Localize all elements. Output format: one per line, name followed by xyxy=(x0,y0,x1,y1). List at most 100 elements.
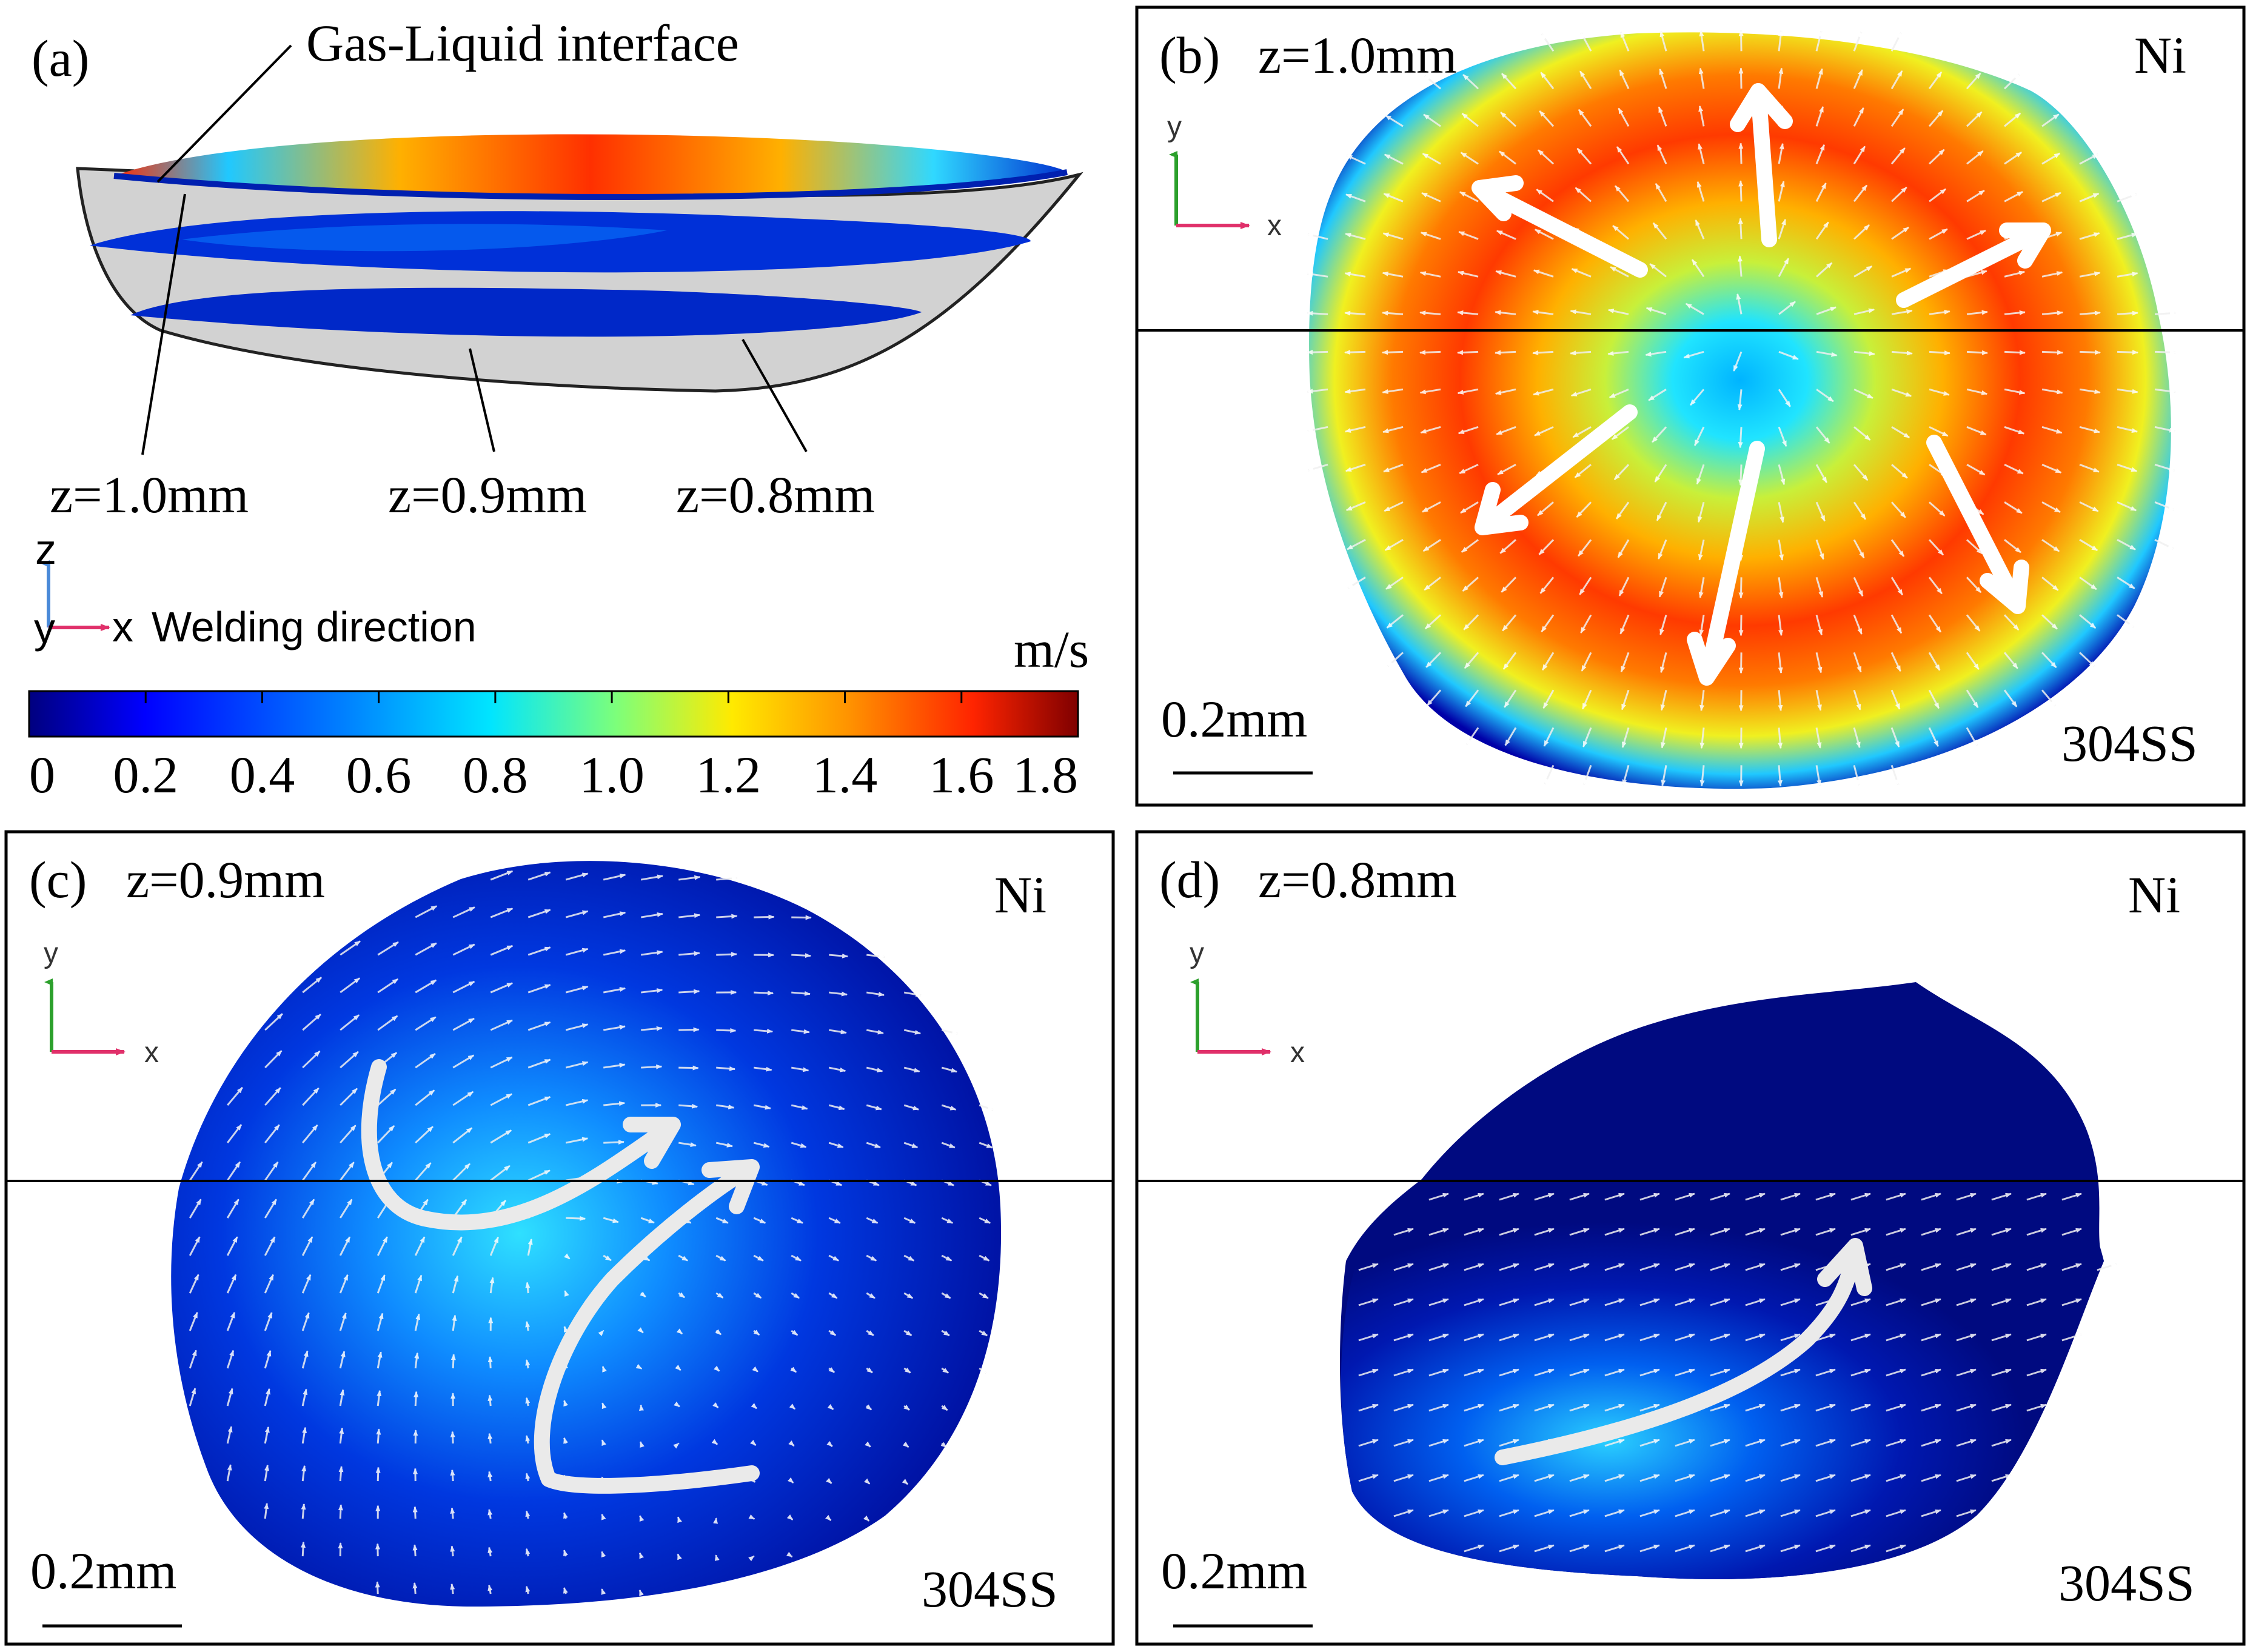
velocity-vector xyxy=(1956,1228,1977,1236)
velocity-vector xyxy=(865,1404,872,1411)
velocity-vector xyxy=(1499,1403,1519,1412)
velocity-vector xyxy=(1462,577,1479,592)
velocity-vector xyxy=(1966,426,1987,436)
velocity-vector xyxy=(1815,30,1823,52)
velocity-vector xyxy=(1956,1298,1977,1306)
velocity-vector xyxy=(1815,1228,1836,1236)
flow-arrows-d xyxy=(1495,1238,1872,1465)
velocity-vector xyxy=(1500,112,1517,127)
velocity-vector xyxy=(301,1236,313,1256)
velocity-vector xyxy=(1929,309,1950,315)
velocity-vector xyxy=(1358,1403,1379,1412)
velocity-vector xyxy=(902,1479,909,1485)
velocity-vector xyxy=(1966,652,1980,670)
velocity-vector xyxy=(1853,614,1863,635)
velocity-vector xyxy=(415,1126,434,1144)
velocity-vector xyxy=(264,1274,274,1294)
velocity-vector xyxy=(1683,350,1704,359)
velocity-vector xyxy=(340,1162,355,1181)
velocity-vector xyxy=(226,1274,237,1294)
velocity-vector xyxy=(565,910,589,918)
velocity-vector xyxy=(979,1367,987,1374)
velocity-vector xyxy=(2117,426,2138,433)
velocity-vector xyxy=(226,1312,236,1331)
velocity-vector xyxy=(1346,154,1366,165)
velocity-vector xyxy=(1616,146,1630,165)
velocity-vector xyxy=(2041,113,2060,127)
velocity-vector xyxy=(1345,233,1366,240)
velocity-vector xyxy=(1384,539,1404,551)
velocity-vector xyxy=(1569,1544,1590,1553)
velocity-vector xyxy=(1815,652,1823,674)
velocity-vector xyxy=(1886,1333,1906,1342)
panel-a-label: (a) xyxy=(32,29,89,87)
velocity-vector xyxy=(1966,689,1979,708)
velocity-vector xyxy=(1535,229,1554,240)
velocity-vector xyxy=(828,1066,846,1072)
velocity-vector xyxy=(1611,426,1629,440)
velocity-vector xyxy=(1891,186,1907,202)
velocity-vector xyxy=(1534,1544,1555,1553)
velocity-vector xyxy=(1457,270,1479,278)
velocity-vector xyxy=(1501,577,1517,593)
velocity-vector xyxy=(1464,1298,1484,1306)
velocity-vector xyxy=(1675,1263,1695,1271)
velocity-vector xyxy=(2003,614,2020,631)
weld-pool-b xyxy=(1309,32,2171,789)
velocity-vector xyxy=(1344,388,1366,394)
velocity-vector xyxy=(1778,181,1785,202)
velocity-vector xyxy=(525,1397,531,1406)
velocity-vector xyxy=(1891,267,1912,278)
velocity-vector xyxy=(377,1125,395,1144)
velocity-vector xyxy=(1928,71,1943,90)
velocity-vector xyxy=(1928,110,1944,127)
velocity-vector xyxy=(1815,501,1826,522)
velocity-vector xyxy=(1534,1333,1555,1342)
velocity-vector xyxy=(527,909,551,918)
velocity-vector xyxy=(903,1254,915,1262)
velocity-vector xyxy=(1358,1474,1379,1482)
velocity-vector xyxy=(1815,221,1829,240)
velocity-vector xyxy=(1745,1228,1766,1236)
velocity-vector xyxy=(527,1133,551,1144)
velocity-vector xyxy=(1422,501,1441,513)
velocity-vector xyxy=(1538,539,1555,555)
velocity-vector xyxy=(525,1548,531,1557)
velocity-vector xyxy=(1426,689,1442,706)
velocity-vector xyxy=(1499,1474,1519,1482)
colorbar-tick-label: 0.6 xyxy=(346,746,412,804)
velocity-vector xyxy=(1778,219,1787,239)
velocity-vector xyxy=(2004,501,2023,514)
velocity-vector xyxy=(2061,1228,2082,1236)
velocity-vector xyxy=(452,1017,475,1031)
velocity-vector xyxy=(941,1405,948,1411)
velocity-vector xyxy=(1675,1439,1695,1447)
velocity-vector xyxy=(1424,577,1441,591)
axis-x-label: x xyxy=(112,603,133,650)
velocity-vector xyxy=(791,1066,809,1072)
velocity-vector xyxy=(603,911,626,918)
velocity-vector xyxy=(525,1282,531,1294)
velocity-vector xyxy=(1347,538,1366,550)
velocity-vector xyxy=(753,1217,766,1224)
velocity-vector xyxy=(1778,577,1784,598)
velocity-vector xyxy=(2004,310,2026,315)
velocity-vector xyxy=(603,1025,626,1031)
velocity-vector xyxy=(1620,652,1630,673)
velocity-vector xyxy=(786,1514,794,1521)
velocity-vector xyxy=(866,1029,884,1035)
velocity-vector xyxy=(1890,577,1904,596)
velocity-vector xyxy=(1461,112,1479,127)
velocity-vector xyxy=(1581,652,1592,672)
velocity-vector xyxy=(678,1142,697,1148)
velocity-vector xyxy=(377,1313,384,1331)
velocity-vector xyxy=(1619,614,1630,635)
velocity-vector xyxy=(452,1127,473,1144)
velocity-vector xyxy=(1675,1333,1695,1342)
velocity-vector xyxy=(1966,388,1988,395)
velocity-vector xyxy=(2041,614,2058,630)
velocity-vector xyxy=(490,945,514,956)
panel-b-z: z=1.0mm xyxy=(1258,26,1457,84)
velocity-vector xyxy=(1710,1544,1730,1553)
velocity-vector xyxy=(2079,192,2100,202)
